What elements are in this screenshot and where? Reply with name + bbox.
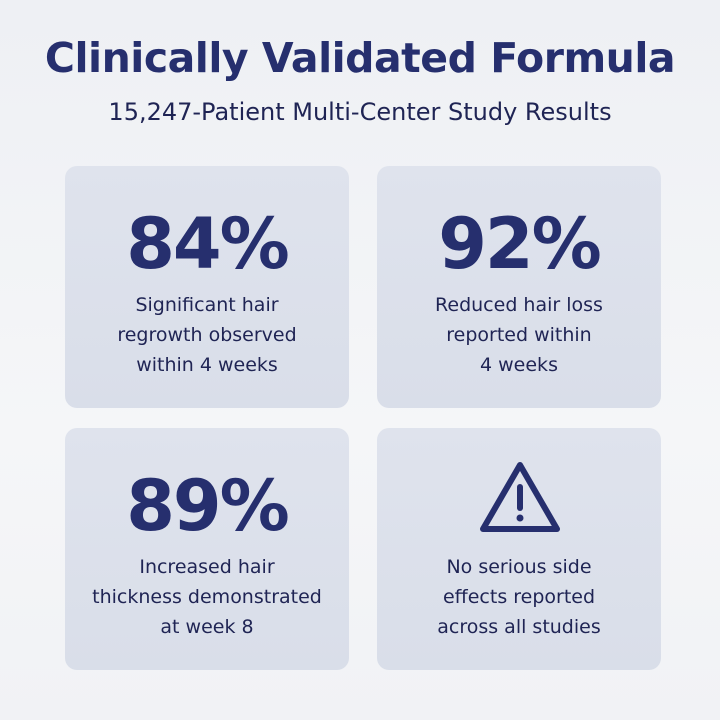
desc-line: Reduced hair loss [435,294,603,316]
desc-line: reported within [446,324,592,346]
desc-line: Increased hair [139,556,275,578]
stat-card-thickness: 89% Increased hair thickness demonstrate… [65,428,349,670]
stat-card-hair-loss: 92% Reduced hair loss reported within 4 … [377,166,661,408]
desc-line: effects reported [442,586,596,608]
stat-description: Increased hair thickness demonstrated at… [65,552,349,642]
desc-line: 4 weeks [480,354,558,376]
stat-card-side-effects: No serious side effects reported across … [377,428,661,670]
desc-line: regrowth observed [117,324,297,346]
warning-triangle-icon [480,462,560,532]
page-title: Clinically Validated Formula [44,34,676,82]
desc-line: within 4 weeks [136,354,278,376]
stat-value: 92% [438,203,602,285]
stat-value: 84% [126,203,290,285]
stat-description: Significant hair regrowth observed withi… [65,290,349,380]
stat-card-regrowth: 84% Significant hair regrowth observed w… [65,166,349,408]
stat-value: 89% [126,465,290,547]
stat-description: No serious side effects reported across … [377,552,661,642]
page-subtitle: 15,247-Patient Multi-Center Study Result… [108,98,612,126]
desc-line: across all studies [437,616,601,638]
desc-line: at week 8 [160,616,254,638]
desc-line: thickness demonstrated [92,586,322,608]
desc-line: No serious side [446,556,592,578]
stat-description: Reduced hair loss reported within 4 week… [377,290,661,380]
desc-line: Significant hair [135,294,279,316]
